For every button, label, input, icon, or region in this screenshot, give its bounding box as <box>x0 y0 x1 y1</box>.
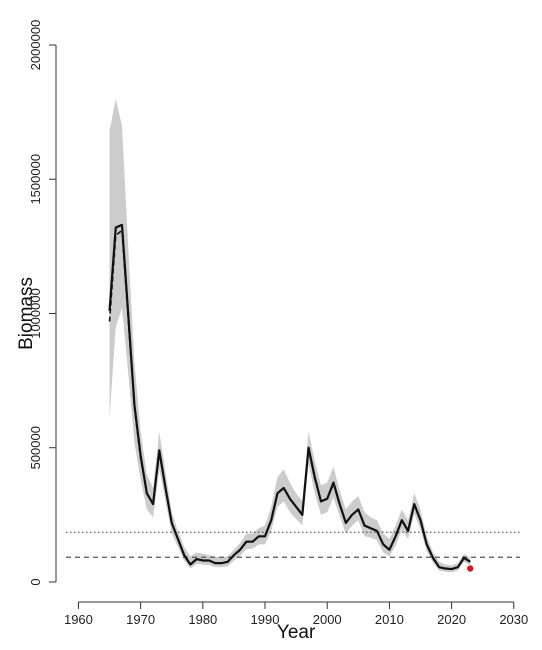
x-tick-label-1960: 1960 <box>64 612 93 627</box>
axes-layer: 1960 1970 1980 1990 2000 2010 2020 2030 0 500000 1… <box>28 20 528 627</box>
x-tick-label-2010: 2010 <box>375 612 404 627</box>
x-tick-label-2000: 2000 <box>313 612 342 627</box>
x-tick-label-2020: 2020 <box>437 612 466 627</box>
x-axis-title: Year <box>277 622 316 643</box>
y-tick-label-0: 0 <box>28 578 43 585</box>
confidence-band-layer <box>109 98 471 573</box>
final-point-layer <box>467 565 474 572</box>
confidence-band <box>109 98 471 573</box>
y-tick-label-2000000: 2000000 <box>28 20 43 71</box>
estimate-line <box>108 223 471 571</box>
final-point-marker <box>467 565 474 572</box>
y-axis-title: Biomass <box>16 277 37 350</box>
reference-lines-layer <box>66 531 520 558</box>
y-tick-label-1500000: 1500000 <box>28 154 43 205</box>
y-tick-label-1000000: 1000000 <box>28 288 43 339</box>
x-tick-label-1990: 1990 <box>251 612 280 627</box>
x-tick-label-2030: 2030 <box>499 612 528 627</box>
series-layer <box>108 223 471 571</box>
x-tick-label-1980: 1980 <box>188 612 217 627</box>
x-tick-label-1970: 1970 <box>126 612 155 627</box>
y-tick-label-500000: 500000 <box>28 426 43 469</box>
